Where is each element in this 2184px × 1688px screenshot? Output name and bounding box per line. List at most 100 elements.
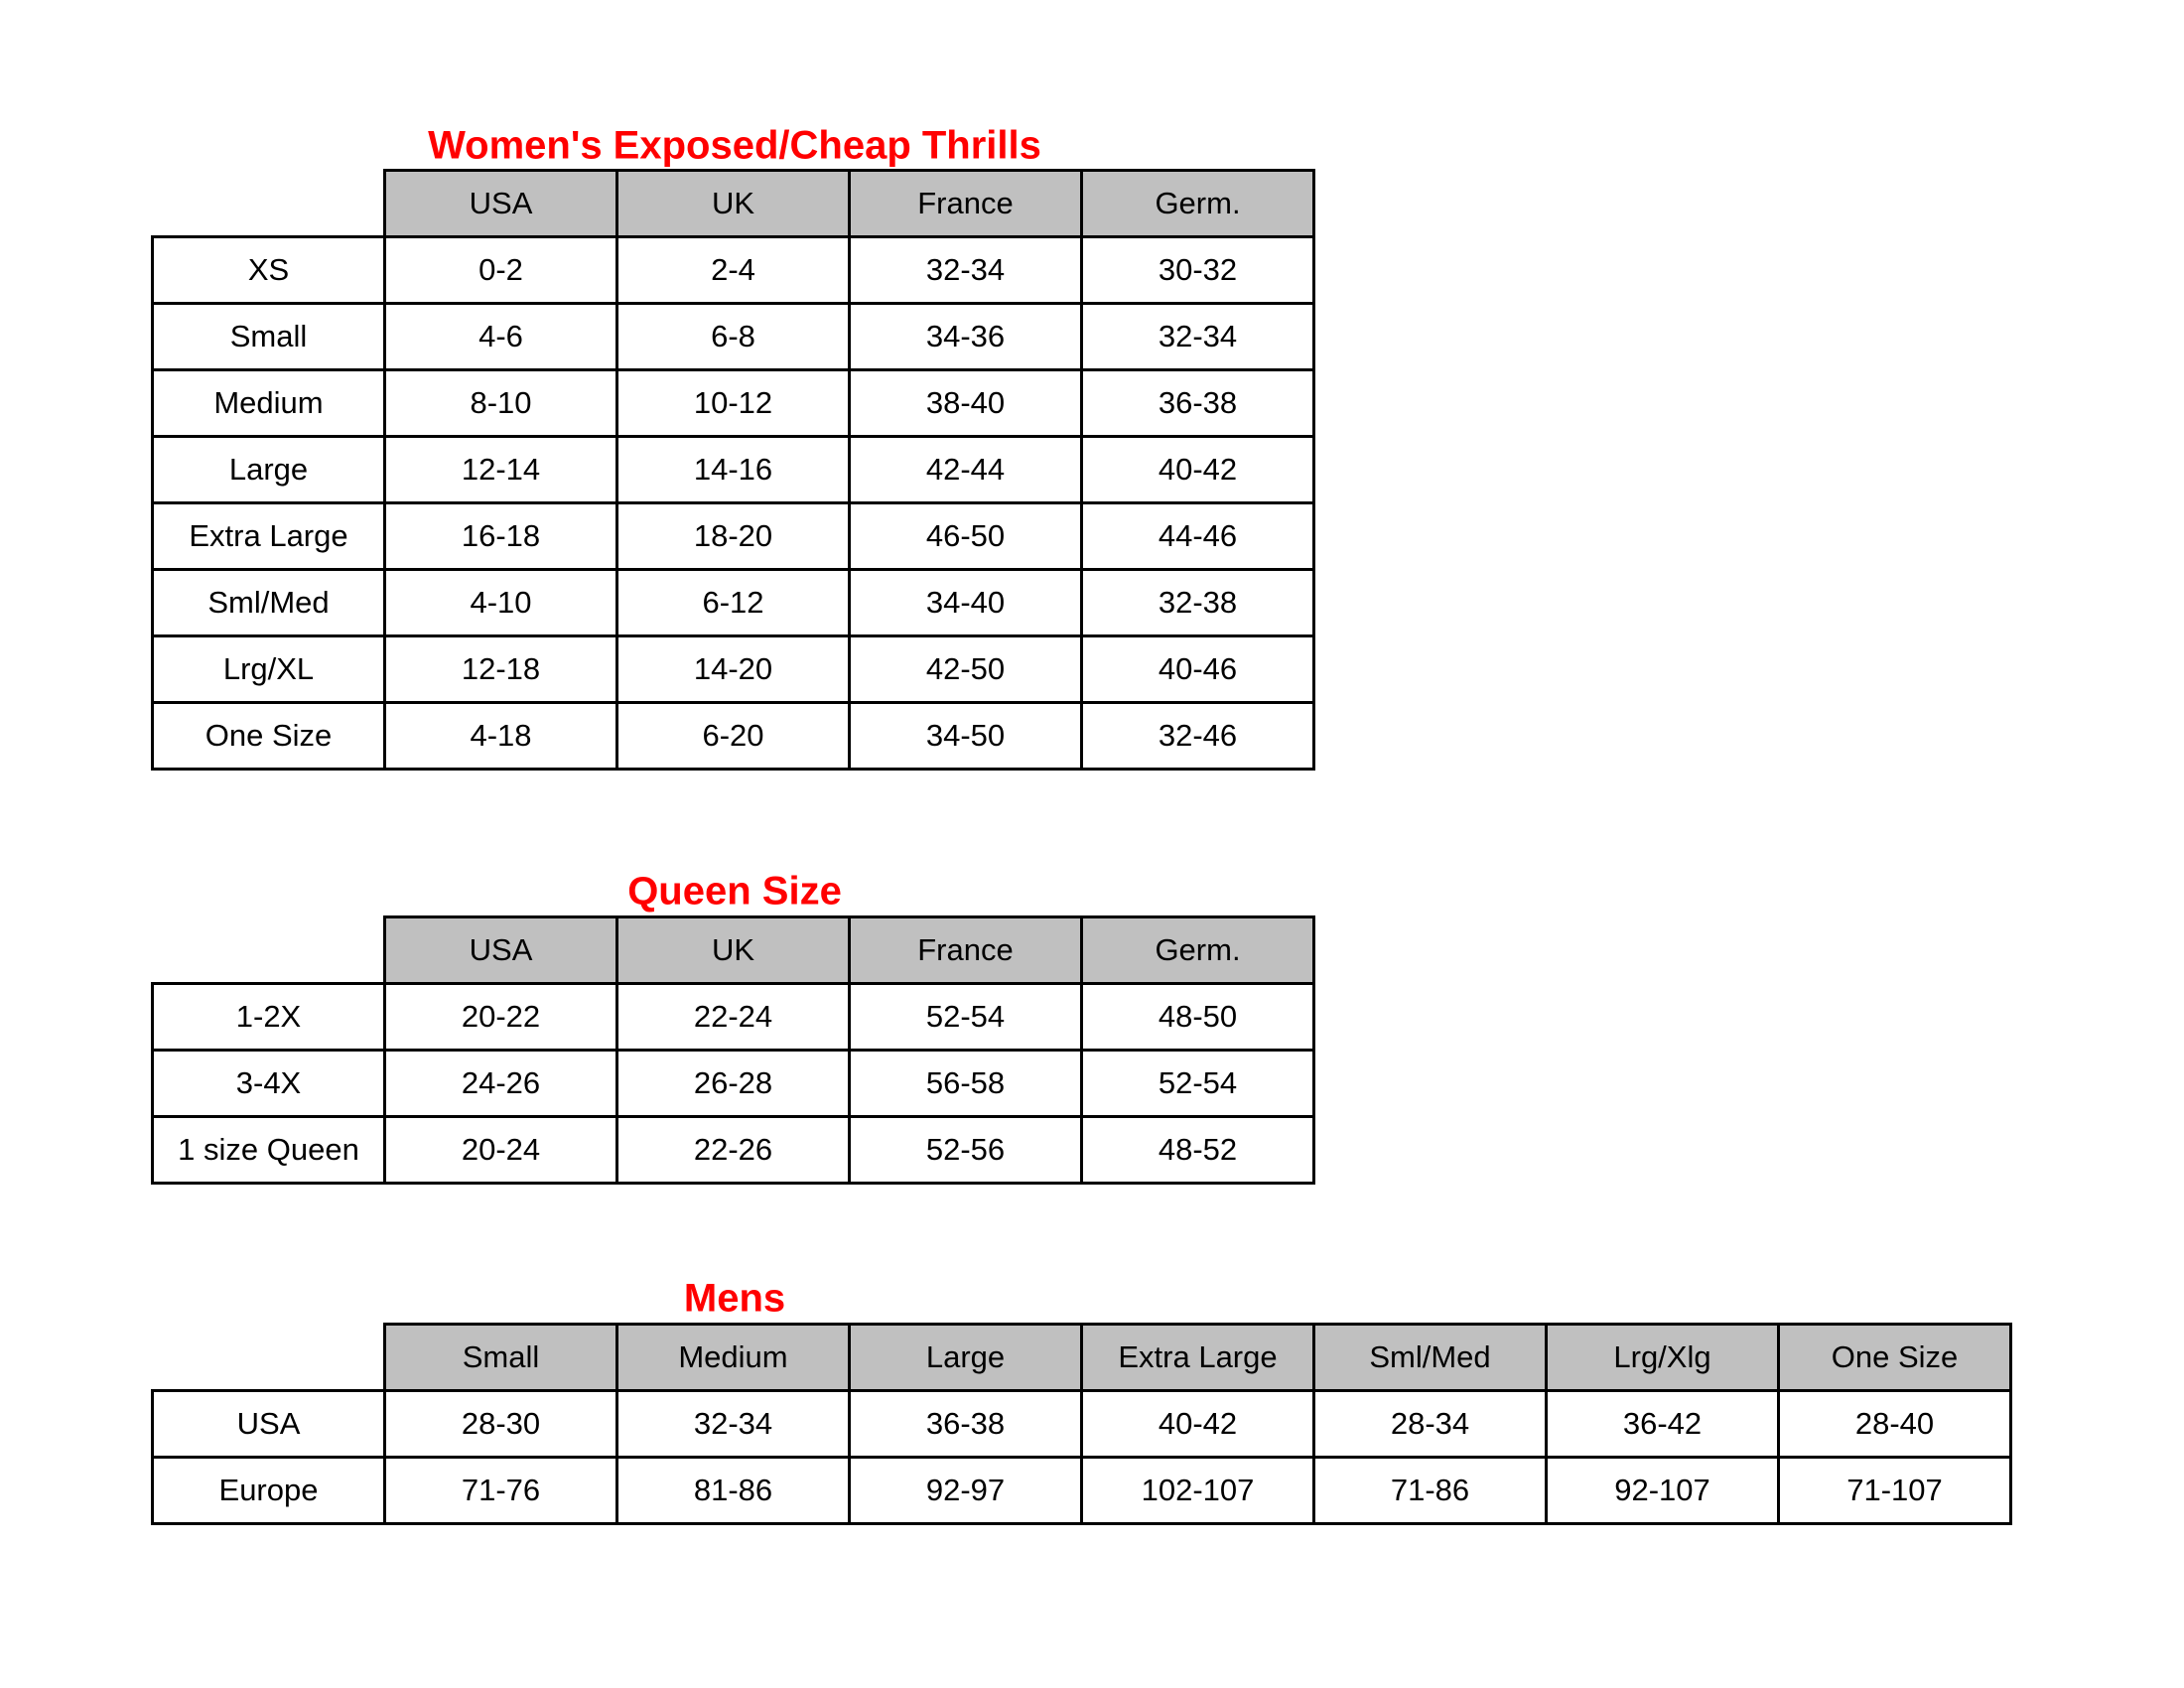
table-row: USA 28-30 32-34 36-38 40-42 28-34 36-42 28-40 [151,1389,2012,1459]
column-header: One Size [1777,1323,2012,1392]
size-cell: 16-18 [383,501,618,571]
size-cell: 8-10 [383,368,618,438]
size-cell: 42-50 [848,634,1083,704]
column-header: Germ. [1080,169,1315,238]
size-cell: 30-32 [1080,235,1315,305]
table-row: Large 12-14 14-16 42-44 40-42 [151,435,1315,504]
row-label: Sml/Med [151,568,386,637]
row-label: Medium [151,368,386,438]
row-label: 1-2X [151,982,386,1052]
size-cell: 2-4 [615,235,851,305]
women-size-table: USA UK France Germ. XS 0-2 2-4 32-34 30-32 Small 4… [151,169,1315,771]
row-label: 3-4X [151,1049,386,1118]
size-cell: 4-18 [383,701,618,771]
table-row: Extra Large 16-18 18-20 46-50 44-46 [151,501,1315,571]
column-header: Germ. [1080,915,1315,985]
size-cell: 24-26 [383,1049,618,1118]
size-cell: 22-24 [615,982,851,1052]
size-cell: 40-42 [1080,435,1315,504]
size-cell: 48-50 [1080,982,1315,1052]
row-label: Small [151,302,386,371]
size-cell: 0-2 [383,235,618,305]
row-label: Lrg/XL [151,634,386,704]
blank-corner-cell [152,170,385,238]
column-header: Medium [615,1323,851,1392]
size-cell: 36-38 [1080,368,1315,438]
size-cell: 38-40 [848,368,1083,438]
size-cell: 52-56 [848,1115,1083,1185]
column-header: Large [848,1323,1083,1392]
row-label: USA [151,1389,386,1459]
size-cell: 6-12 [615,568,851,637]
column-header: Small [383,1323,618,1392]
size-cell: 14-20 [615,634,851,704]
mens-size-table: Small Medium Large Extra Large Sml/Med Lrg/Xl… [151,1323,2012,1525]
size-cell: 48-52 [1080,1115,1315,1185]
size-cell: 28-30 [383,1389,618,1459]
size-cell: 81-86 [615,1456,851,1525]
column-header: USA [383,169,618,238]
size-cell: 44-46 [1080,501,1315,571]
table-row: 1-2X 20-22 22-24 52-54 48-50 [151,982,1315,1052]
size-cell: 71-86 [1312,1456,1548,1525]
column-header: Extra Large [1080,1323,1315,1392]
header-row: USA UK France Germ. [152,915,1315,985]
blank-corner-cell [152,1324,385,1392]
table-row: Sml/Med 4-10 6-12 34-40 32-38 [151,568,1315,637]
queen-table-title: Queen Size [627,869,842,914]
size-cell: 92-97 [848,1456,1083,1525]
size-cell: 20-22 [383,982,618,1052]
size-cell: 34-40 [848,568,1083,637]
column-header: UK [615,169,851,238]
size-cell: 26-28 [615,1049,851,1118]
table-row: One Size 4-18 6-20 34-50 32-46 [151,701,1315,771]
size-cell: 6-8 [615,302,851,371]
header-row: Small Medium Large Extra Large Sml/Med Lrg/Xl… [152,1323,2012,1392]
size-cell: 56-58 [848,1049,1083,1118]
queen-size-table: USA UK France Germ. 1-2X 20-22 22-24 52-54 48-50… [151,915,1315,1185]
column-header: France [848,169,1083,238]
size-cell: 34-36 [848,302,1083,371]
column-header: France [848,915,1083,985]
size-cell: 34-50 [848,701,1083,771]
row-label: One Size [151,701,386,771]
table-row: Europe 71-76 81-86 92-97 102-107 71-86 92-107 7… [151,1456,2012,1525]
header-row: USA UK France Germ. [152,169,1315,238]
size-cell: 71-76 [383,1456,618,1525]
table-row: 1 size Queen 20-24 22-26 52-56 48-52 [151,1115,1315,1185]
size-cell: 71-107 [1777,1456,2012,1525]
size-cell: 36-38 [848,1389,1083,1459]
size-cell: 28-34 [1312,1389,1548,1459]
size-cell: 32-38 [1080,568,1315,637]
size-cell: 42-44 [848,435,1083,504]
women-table-title: Women's Exposed/Cheap Thrills [428,123,1041,168]
column-header: USA [383,915,618,985]
size-cell: 102-107 [1080,1456,1315,1525]
column-header: UK [615,915,851,985]
size-cell: 18-20 [615,501,851,571]
row-label: Europe [151,1456,386,1525]
column-header: Sml/Med [1312,1323,1548,1392]
mens-table-title: Mens [683,1276,786,1321]
table-row: XS 0-2 2-4 32-34 30-32 [151,235,1315,305]
blank-corner-cell [152,916,385,985]
size-cell: 4-10 [383,568,618,637]
size-cell: 32-34 [848,235,1083,305]
table-row: Small 4-6 6-8 34-36 32-34 [151,302,1315,371]
size-cell: 92-107 [1545,1456,1780,1525]
size-cell: 22-26 [615,1115,851,1185]
size-cell: 14-16 [615,435,851,504]
row-label: Extra Large [151,501,386,571]
size-cell: 10-12 [615,368,851,438]
size-cell: 28-40 [1777,1389,2012,1459]
size-cell: 12-14 [383,435,618,504]
table-row: Lrg/XL 12-18 14-20 42-50 40-46 [151,634,1315,704]
row-label: XS [151,235,386,305]
size-cell: 46-50 [848,501,1083,571]
column-header: Lrg/Xlg [1545,1323,1780,1392]
table-row: 3-4X 24-26 26-28 56-58 52-54 [151,1049,1315,1118]
size-cell: 6-20 [615,701,851,771]
size-cell: 32-34 [1080,302,1315,371]
size-cell: 20-24 [383,1115,618,1185]
row-label: Large [151,435,386,504]
